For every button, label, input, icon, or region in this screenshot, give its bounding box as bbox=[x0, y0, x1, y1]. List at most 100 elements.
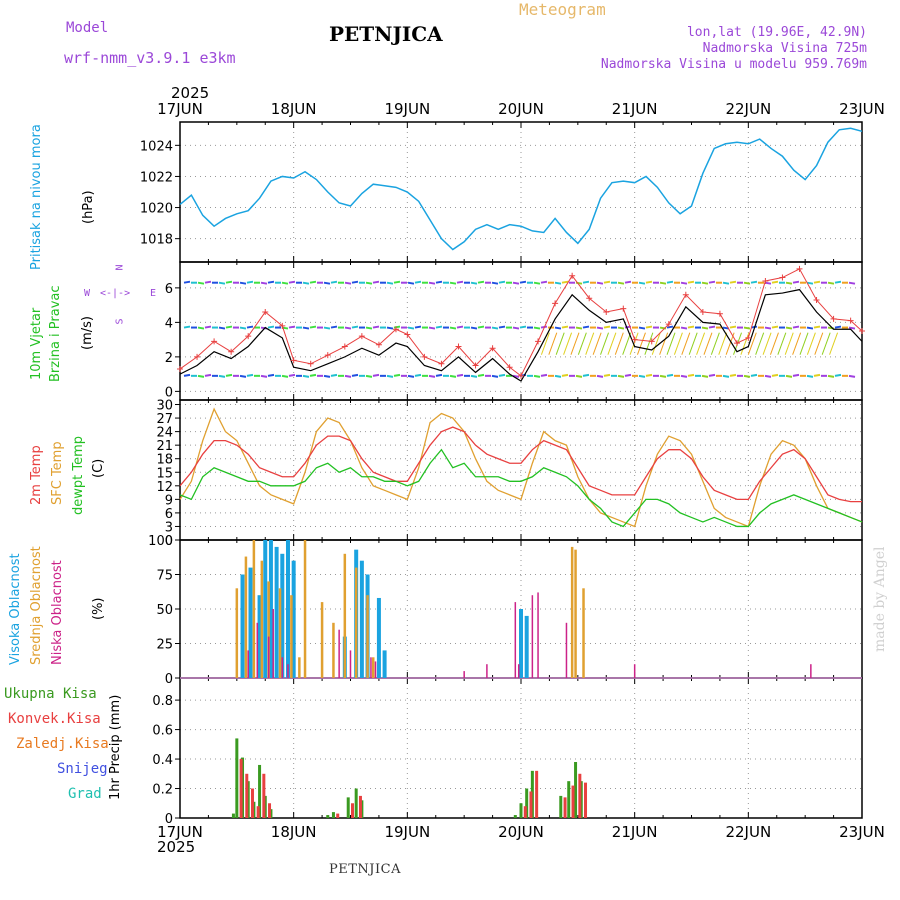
low-cloud-bar bbox=[349, 650, 352, 678]
gust-marker bbox=[438, 360, 445, 367]
wind-arrow bbox=[659, 374, 667, 378]
wind-arrow bbox=[813, 373, 821, 377]
gust-marker bbox=[796, 265, 803, 272]
low-cloud-bar bbox=[514, 602, 517, 678]
mid-cloud-bar bbox=[298, 657, 301, 678]
legend-freezing-rain: Zaledj.Kisa bbox=[16, 736, 109, 752]
wind-arrow bbox=[848, 374, 856, 378]
y-tick-label: 0 bbox=[165, 672, 173, 687]
high-cloud-bar bbox=[248, 567, 253, 678]
wind-arrow bbox=[498, 280, 506, 284]
y-tick-label: 4 bbox=[165, 316, 173, 331]
wind-arrow bbox=[785, 281, 793, 285]
wind-arrow bbox=[183, 325, 191, 329]
wind-arrow bbox=[491, 374, 499, 378]
wind-barb bbox=[673, 332, 683, 355]
wind-arrow bbox=[617, 374, 625, 378]
gust-marker bbox=[211, 338, 218, 345]
wind-arrow bbox=[708, 373, 716, 377]
wind-arrow bbox=[813, 325, 821, 329]
gust-marker bbox=[682, 291, 689, 298]
mid-cloud-bar bbox=[332, 622, 335, 678]
wind-arrow bbox=[743, 374, 751, 378]
compass-center: <-|-> bbox=[100, 288, 131, 299]
wind-arrow bbox=[386, 281, 394, 285]
wind-arrow bbox=[365, 374, 373, 378]
wind-arrow bbox=[344, 281, 352, 285]
y-tick-label: 21 bbox=[156, 439, 173, 454]
total-precip-bar bbox=[331, 812, 335, 818]
wind-barb bbox=[688, 332, 698, 355]
x-label-top: 22JUN bbox=[725, 100, 771, 118]
wind-arrow bbox=[540, 373, 548, 377]
wind-arrow bbox=[624, 373, 632, 377]
wind-barb bbox=[651, 332, 661, 355]
wind-arrow bbox=[239, 374, 247, 378]
wind-arrow bbox=[302, 326, 310, 330]
wind-arrow bbox=[309, 280, 317, 284]
wind-arrow bbox=[330, 373, 338, 377]
y-tick-label: 30 bbox=[156, 399, 173, 414]
conv-precip-bar bbox=[256, 806, 260, 818]
wind-barb bbox=[548, 332, 558, 355]
wind-arrow bbox=[638, 326, 646, 330]
wind-arrow bbox=[498, 373, 506, 377]
wind-arrow bbox=[701, 374, 709, 378]
y-tick-label: 18 bbox=[156, 453, 173, 468]
x-label-bottom: 19JUN bbox=[384, 823, 430, 841]
pressure-line bbox=[179, 127, 863, 251]
wind-arrow bbox=[372, 280, 380, 284]
gust-marker bbox=[603, 309, 610, 316]
low-cloud-bar bbox=[281, 657, 284, 678]
gust-marker bbox=[506, 364, 513, 371]
y-tick-label: 0 bbox=[165, 534, 173, 549]
y-tick-label: 3 bbox=[165, 520, 173, 535]
wind-barb bbox=[733, 332, 742, 355]
wind-arrow bbox=[645, 325, 653, 329]
wind-arrow bbox=[785, 326, 793, 330]
gust-marker bbox=[518, 372, 524, 379]
wind-arrow bbox=[449, 374, 457, 378]
gust-marker bbox=[648, 338, 655, 345]
x-label-top: 23JUN bbox=[839, 100, 885, 118]
wind-arrow bbox=[225, 325, 233, 329]
wind-arrow bbox=[414, 280, 422, 284]
gust-marker bbox=[745, 334, 752, 341]
wind-arrow bbox=[302, 374, 310, 378]
wind-arrow bbox=[281, 374, 289, 378]
y-tick-label: 0.6 bbox=[152, 724, 173, 739]
wind-arrow bbox=[582, 280, 590, 284]
legend-snow: Snijeg bbox=[57, 761, 108, 777]
wind-arrow bbox=[393, 280, 401, 284]
low-cloud-bar bbox=[247, 650, 249, 678]
wind-arrow bbox=[519, 280, 527, 284]
x-label-bottom: 17JUN bbox=[157, 823, 203, 841]
wind-arrow bbox=[309, 373, 317, 377]
dewpt-line bbox=[179, 448, 863, 528]
wind-arrow bbox=[491, 281, 499, 285]
compass-west: W bbox=[84, 288, 91, 299]
gust-marker bbox=[762, 277, 769, 284]
x-label-bottom: 18JUN bbox=[271, 823, 317, 841]
wind-arrow bbox=[323, 374, 331, 378]
gust-marker bbox=[472, 362, 479, 369]
mid-cloud-bar bbox=[574, 549, 577, 678]
low-cloud-bar bbox=[370, 657, 372, 678]
x-label-bottom: 22JUN bbox=[725, 823, 771, 841]
y-tick-label: 27 bbox=[156, 412, 173, 427]
wind-arrow bbox=[729, 373, 737, 377]
x-label-top: 17JUN bbox=[157, 100, 203, 118]
station-title: PETNJICA bbox=[329, 22, 443, 46]
mid-cloud-bar bbox=[320, 602, 324, 678]
conv-precip-bar bbox=[245, 773, 249, 818]
wind-barb bbox=[799, 332, 809, 355]
gust-marker bbox=[228, 348, 235, 355]
wind-barb bbox=[755, 332, 765, 355]
low-cloud-bar bbox=[287, 664, 289, 678]
wind-arrow bbox=[323, 281, 331, 285]
wind-arrow bbox=[645, 373, 653, 377]
high-cloud-bar bbox=[382, 650, 387, 678]
wind-arrow bbox=[729, 280, 737, 284]
wind-arrow bbox=[722, 374, 730, 378]
